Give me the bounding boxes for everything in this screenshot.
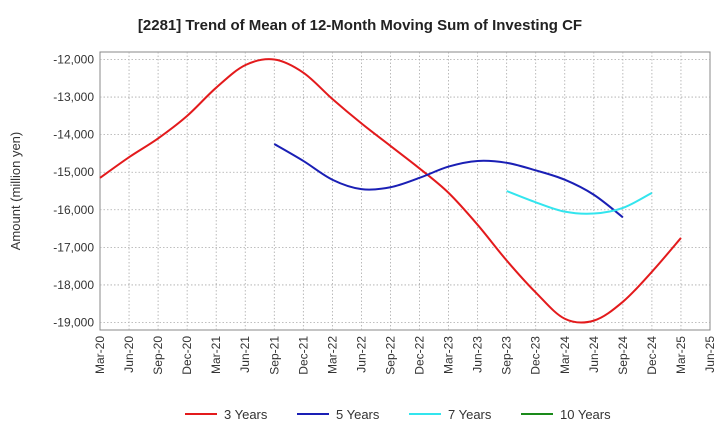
y-tick-label: -19,000: [53, 315, 94, 329]
x-tick-label: Mar-20: [93, 336, 107, 374]
y-axis: -12,000 -13,000 -14,000 -15,000 -16,000 -17,0…: [53, 53, 94, 330]
series-line-5-years: [273, 143, 624, 219]
chart-title: [2281] Trend of Mean of 12-Month Moving …: [138, 17, 582, 34]
y-tick-label: -15,000: [53, 165, 94, 179]
x-tick-label: Dec-24: [645, 336, 659, 375]
x-tick-label: Mar-24: [558, 336, 572, 374]
x-tick-label: Mar-21: [209, 336, 223, 374]
legend-label-3-years: 3 Years: [224, 407, 268, 422]
x-tick-label: Jun-23: [471, 336, 485, 373]
y-tick-label: -17,000: [53, 240, 94, 254]
legend: 3 Years 5 Years 7 Years 10 Years: [185, 407, 611, 422]
x-tick-label: Jun-21: [238, 336, 252, 373]
x-tick-label: Mar-22: [325, 336, 339, 374]
series-line-7-years: [506, 190, 653, 215]
x-axis: Mar-20 Jun-20 Sep-20 Dec-20 Mar-21 Jun-21 Sep-…: [93, 336, 717, 375]
series-lines: [99, 58, 682, 324]
x-tick-label: Mar-25: [674, 336, 688, 374]
x-tick-label: Sep-20: [151, 336, 165, 375]
y-tick-label: -18,000: [53, 278, 94, 292]
x-tick-label: Sep-24: [616, 336, 630, 375]
legend-label-10-years: 10 Years: [560, 407, 611, 422]
gridlines: [100, 52, 710, 330]
y-tick-label: -12,000: [53, 53, 94, 67]
y-tick-label: -14,000: [53, 128, 94, 142]
y-axis-label: Amount (million yen): [8, 132, 23, 251]
legend-label-5-years: 5 Years: [336, 407, 380, 422]
x-tick-label: Sep-22: [383, 336, 397, 375]
series-line-3-years: [99, 58, 682, 324]
x-tick-label: Dec-23: [529, 336, 543, 375]
x-tick-label: Dec-21: [296, 336, 310, 375]
x-tick-label: Sep-23: [500, 336, 514, 375]
x-tick-label: Dec-20: [180, 336, 194, 375]
legend-label-7-years: 7 Years: [448, 407, 492, 422]
x-tick-label: Sep-21: [267, 336, 281, 375]
x-tick-label: Jun-20: [122, 336, 136, 373]
x-tick-label: Jun-22: [354, 336, 368, 373]
y-tick-label: -16,000: [53, 203, 94, 217]
plot-area: [99, 51, 711, 331]
y-tick-label: -13,000: [53, 90, 94, 104]
x-tick-label: Jun-24: [587, 336, 601, 373]
x-tick-label: Dec-22: [413, 336, 427, 375]
x-tick-label: Mar-23: [442, 336, 456, 374]
x-tick-label: Jun-25: [703, 336, 717, 373]
